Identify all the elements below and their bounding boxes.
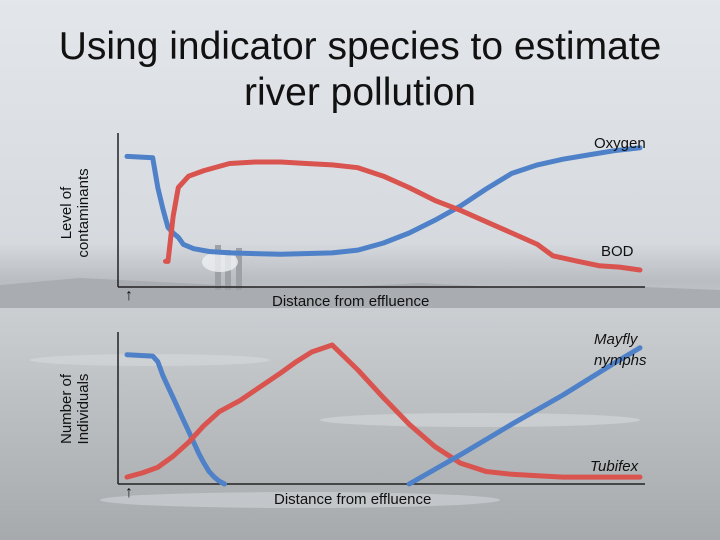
contaminants-chart — [117, 133, 645, 288]
chart1-series-1-line — [163, 159, 643, 273]
legend-mayfly-line-2: nymphs — [594, 352, 647, 369]
legend-mayfly-line-1: Mayfly — [594, 331, 638, 348]
title-line-1: Using indicator species to estimate — [58, 25, 662, 68]
chart1-x-axis-label: Distance from effluence — [272, 293, 430, 310]
chart2-series-0-line — [124, 352, 227, 487]
chart1-arrow-marker: ↑ — [125, 287, 133, 304]
chart2-ylabel-line-1: Number of — [58, 373, 75, 445]
chart2-series-1-line — [124, 342, 643, 480]
legend-tubifex: Tubifex — [590, 458, 639, 475]
chart2-series-2-line — [406, 345, 643, 487]
chart2-x-axis-label: Distance from effluence — [274, 491, 432, 508]
legend-bod: BOD — [601, 243, 634, 260]
individuals-chart — [117, 332, 645, 487]
chart1-ylabel-line-2: contaminants — [75, 168, 92, 258]
chart1-series-0-line — [124, 145, 643, 257]
slide-title: Using indicator species to estimate rive… — [0, 24, 720, 116]
legend-mayfly-nymphs: Mayfly nymphs — [594, 329, 647, 371]
chart2-ylabel-line-2: Individuals — [75, 373, 92, 445]
legend-oxygen: Oxygen — [594, 135, 646, 152]
chart1-y-axis-label: Level of contaminants — [58, 148, 92, 278]
chart1-ylabel-line-1: Level of — [58, 186, 75, 240]
chart2-arrow-marker: ↑ — [125, 484, 133, 501]
title-line-2: river pollution — [244, 71, 476, 114]
chart2-y-axis-label: Number of Individuals — [58, 344, 92, 474]
